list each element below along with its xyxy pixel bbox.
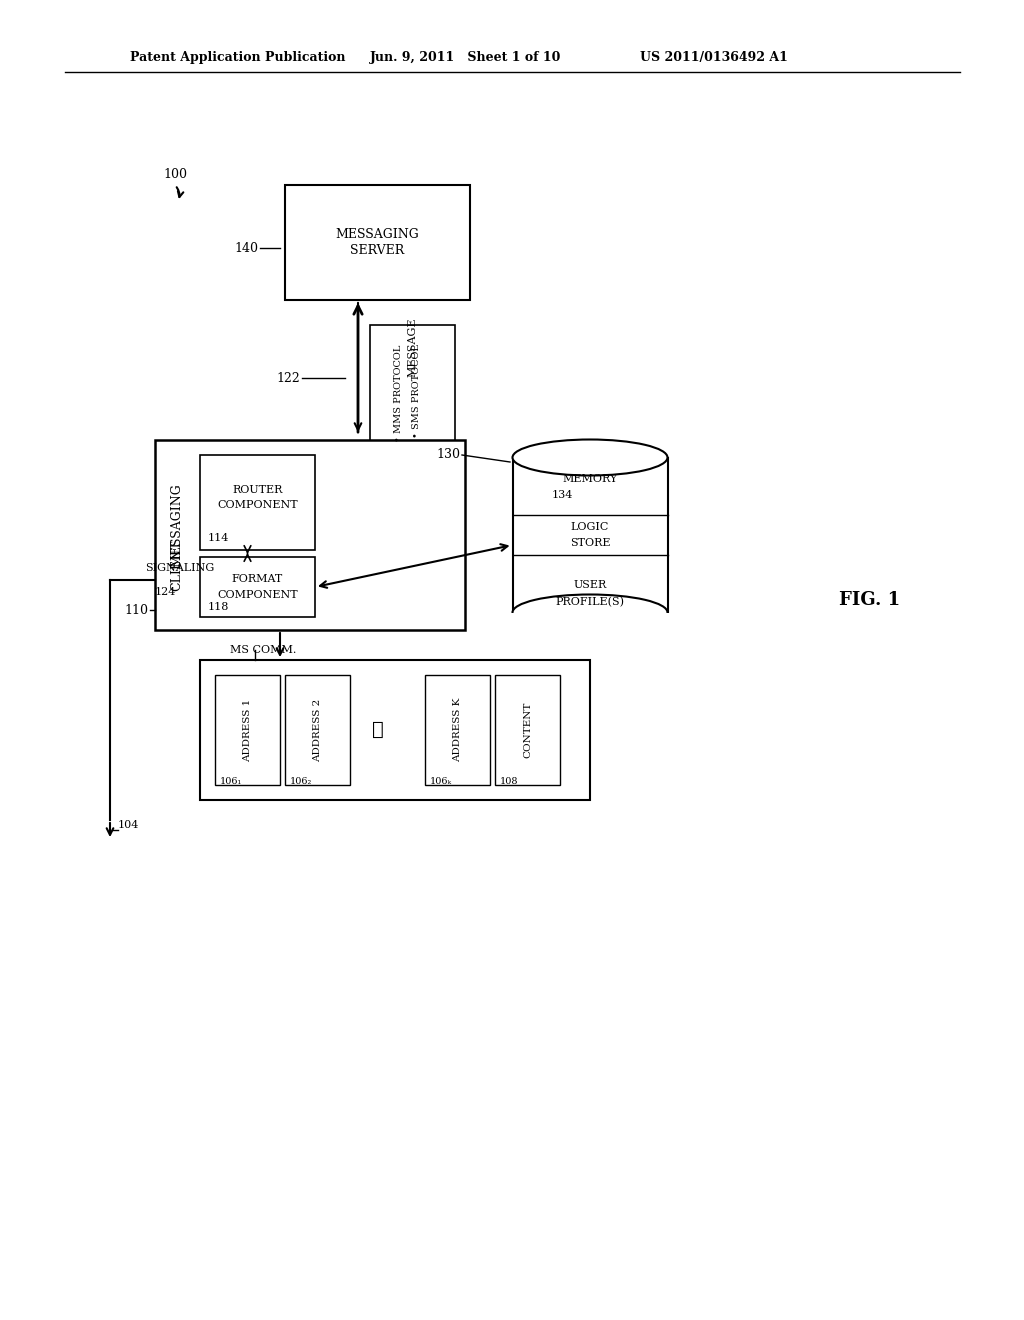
Text: 122: 122 bbox=[276, 371, 300, 384]
Text: 108: 108 bbox=[500, 777, 518, 785]
Text: ADDRESS 1: ADDRESS 1 bbox=[243, 698, 252, 762]
Text: 134: 134 bbox=[551, 491, 572, 500]
Text: MEMORY: MEMORY bbox=[562, 474, 617, 484]
Text: 124: 124 bbox=[155, 587, 176, 597]
Text: ADDRESS 2: ADDRESS 2 bbox=[313, 698, 322, 762]
Text: Jun. 9, 2011   Sheet 1 of 10: Jun. 9, 2011 Sheet 1 of 10 bbox=[370, 51, 561, 65]
Bar bbox=[285, 185, 470, 300]
Text: • MMS PROTOCOL: • MMS PROTOCOL bbox=[394, 345, 403, 442]
Bar bbox=[200, 557, 315, 616]
Bar bbox=[512, 458, 668, 612]
Text: ROUTER: ROUTER bbox=[232, 484, 283, 495]
Text: FORMAT: FORMAT bbox=[231, 574, 283, 583]
Text: • SMS PROTOCOL: • SMS PROTOCOL bbox=[412, 345, 421, 438]
Text: Patent Application Publication: Patent Application Publication bbox=[130, 51, 345, 65]
Text: ⋯: ⋯ bbox=[372, 721, 383, 739]
Bar bbox=[511, 612, 670, 632]
Text: MESSAGING: MESSAGING bbox=[171, 483, 183, 566]
Bar bbox=[215, 675, 280, 785]
Text: 100: 100 bbox=[163, 169, 187, 181]
Text: LOGIC: LOGIC bbox=[570, 521, 609, 532]
Text: 130: 130 bbox=[436, 449, 460, 462]
Text: COMPONENT: COMPONENT bbox=[217, 590, 298, 601]
Text: 106₂: 106₂ bbox=[290, 777, 312, 785]
Text: FIG. 1: FIG. 1 bbox=[840, 591, 900, 609]
Text: STORE: STORE bbox=[569, 539, 610, 548]
Text: 106₁: 106₁ bbox=[220, 777, 243, 785]
Text: MESSAGE: MESSAGE bbox=[408, 317, 418, 376]
Bar bbox=[200, 455, 315, 550]
Bar bbox=[370, 325, 455, 445]
Text: 106ₖ: 106ₖ bbox=[430, 777, 452, 785]
Text: SIGNALING: SIGNALING bbox=[145, 564, 214, 573]
Bar bbox=[285, 675, 350, 785]
Text: USER: USER bbox=[573, 579, 606, 590]
Text: ADDRESS K: ADDRESS K bbox=[453, 698, 462, 762]
Bar bbox=[155, 440, 465, 630]
Text: 138: 138 bbox=[617, 615, 639, 624]
Text: PROFILE(S): PROFILE(S) bbox=[555, 597, 625, 607]
Text: 118: 118 bbox=[208, 602, 229, 612]
Text: CONTENT: CONTENT bbox=[523, 702, 532, 758]
Text: US 2011/0136492 A1: US 2011/0136492 A1 bbox=[640, 51, 787, 65]
Ellipse shape bbox=[512, 440, 668, 475]
Bar bbox=[200, 660, 590, 800]
Text: SERVER: SERVER bbox=[350, 244, 404, 257]
Text: MS COMM.: MS COMM. bbox=[230, 645, 296, 655]
Text: 140: 140 bbox=[234, 242, 258, 255]
Bar bbox=[495, 675, 560, 785]
Text: COMPONENT: COMPONENT bbox=[217, 500, 298, 510]
Text: 114: 114 bbox=[208, 533, 229, 543]
Ellipse shape bbox=[512, 594, 668, 631]
Text: 104: 104 bbox=[118, 820, 139, 830]
Text: CLIENT: CLIENT bbox=[171, 540, 183, 590]
Text: MESSAGING: MESSAGING bbox=[336, 228, 420, 242]
Text: 110: 110 bbox=[124, 603, 148, 616]
Bar bbox=[425, 675, 490, 785]
